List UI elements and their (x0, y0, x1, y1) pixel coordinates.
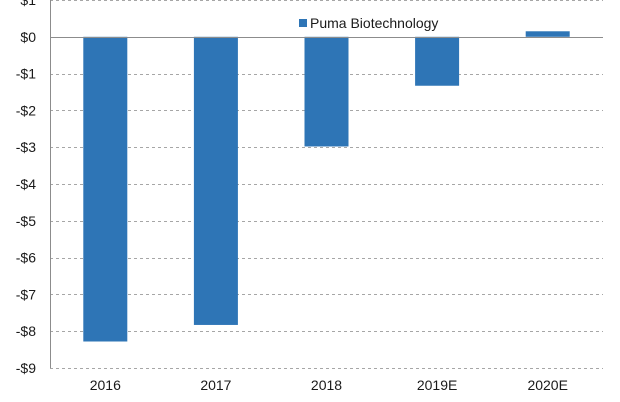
y-tick-label: -$4 (16, 176, 36, 192)
y-tick-label: -$7 (16, 286, 36, 302)
y-tick-label: -$3 (16, 139, 36, 155)
x-tick-label: 2018 (311, 377, 342, 393)
y-tick-label: -$6 (16, 250, 36, 266)
y-axis-tick-labels: $1 $0 -$1 -$2 -$3 -$4 -$5 -$6 -$7 -$8 -$9 (16, 0, 36, 376)
bar-2017 (193, 36, 238, 325)
bar-2020e (525, 31, 570, 37)
x-axis-tick-labels: 2016 2017 2018 2019E 2020E (90, 377, 568, 393)
y-tick-label: $0 (20, 29, 36, 45)
x-tick-label: 2017 (200, 377, 231, 393)
y-tick-label: -$2 (16, 102, 36, 118)
bar-2019e (415, 36, 460, 86)
bar-2018 (304, 36, 349, 147)
y-tick-label: -$9 (16, 360, 36, 376)
y-tick-label: -$5 (16, 213, 36, 229)
y-tick-label: $1 (20, 0, 36, 8)
legend-label-puma-biotechnology: Puma Biotechnology (310, 15, 438, 31)
y-tick-label: -$1 (16, 66, 36, 82)
legend-swatch-puma-biotechnology (299, 19, 307, 27)
x-tick-label: 2016 (90, 377, 121, 393)
x-tick-label: 2019E (417, 377, 457, 393)
bar-2016 (83, 36, 128, 342)
legend: Puma Biotechnology (299, 15, 438, 31)
x-tick-label: 2020E (527, 377, 567, 393)
bars (83, 31, 570, 342)
y-tick-label: -$8 (16, 323, 36, 339)
